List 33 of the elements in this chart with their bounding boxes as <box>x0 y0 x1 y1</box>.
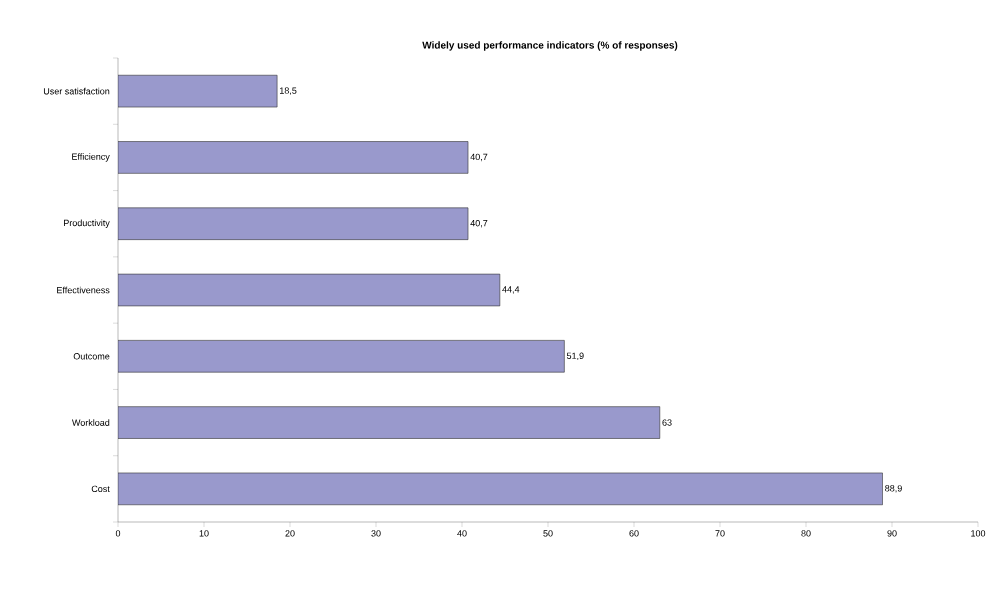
x-tick-label: 70 <box>715 530 725 537</box>
bar <box>118 406 661 439</box>
bar <box>118 141 469 174</box>
x-tick-label: 50 <box>543 530 553 537</box>
y-tick-label: Productivity <box>64 219 110 228</box>
bar <box>118 472 883 506</box>
x-tick-label: 30 <box>371 530 381 537</box>
data-label: 40,7 <box>470 153 488 162</box>
x-tick-label: 80 <box>801 530 811 537</box>
data-label: 63 <box>662 419 672 426</box>
chart-title: Widely used performance indicators (% of responses) <box>422 41 678 51</box>
data-label: 18,5 <box>279 87 297 95</box>
y-tick-label: Effectiveness <box>57 286 110 294</box>
data-label: 51,9 <box>566 352 584 361</box>
y-tick-label: Outcome <box>73 353 110 360</box>
bar <box>118 273 501 307</box>
bar <box>118 207 469 240</box>
y-tick-label: Efficiency <box>72 153 110 162</box>
x-tick-label: 20 <box>285 530 295 537</box>
data-label: 40,7 <box>470 220 488 228</box>
x-tick-label: 10 <box>199 530 209 537</box>
bar <box>118 74 278 108</box>
x-tick-label: 0 <box>115 530 121 537</box>
x-tick-label: 40 <box>457 530 467 537</box>
x-tick-label: 60 <box>629 530 639 537</box>
y-tick-label: Cost <box>91 485 110 493</box>
x-tick-label: 90 <box>887 530 897 537</box>
y-tick-label: Workload <box>72 419 110 426</box>
bar <box>118 340 565 373</box>
y-tick-label: User satisfaction <box>43 87 110 95</box>
x-tick-label: 100 <box>971 530 986 537</box>
data-label: 44,4 <box>502 286 520 294</box>
data-label: 88,9 <box>885 485 902 493</box>
